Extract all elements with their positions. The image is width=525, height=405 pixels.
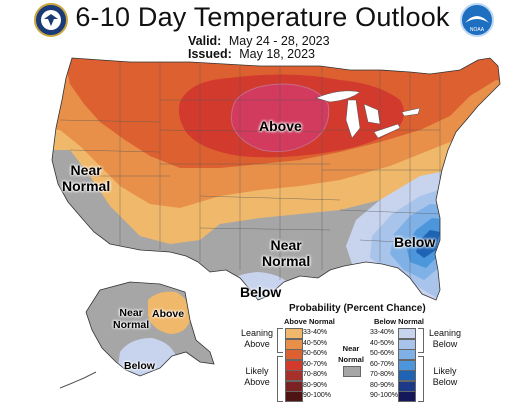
leaning-below-bracket: [418, 328, 424, 353]
issued-line: Issued: May 18, 2023: [188, 47, 315, 61]
legend-above-swatch: [285, 359, 303, 371]
near-normal-west-label: Near Normal: [62, 162, 110, 194]
issued-value: May 18, 2023: [239, 47, 315, 61]
legend-below-swatch-label: 70-80%: [370, 371, 395, 378]
legend-above-swatch-label: 33-40%: [303, 329, 328, 336]
lake-ontario: [401, 107, 421, 117]
legend-below-header: Below Normal: [374, 317, 425, 326]
legend-above-swatch-label: 90-100%: [303, 392, 332, 399]
legend-below-swatch-label: 33-40%: [370, 329, 395, 336]
leaning-above-line2: Above: [244, 339, 270, 349]
legend-above-swatch-label: 60-70%: [303, 360, 328, 368]
conus-outline: [51, 57, 501, 301]
legend-below-swatch: [398, 338, 416, 350]
likely-below-label: Likely Below: [425, 366, 465, 388]
legend-above-swatch: [285, 370, 303, 381]
ak-near-normal-label: Near Normal: [113, 307, 149, 331]
likely-below-line1: Likely: [433, 366, 457, 376]
legend-above-swatch-label: 40-50%: [303, 339, 328, 347]
likely-above-line2: Above: [244, 377, 270, 387]
leaning-below-line2: Below: [432, 339, 458, 349]
legend-below-swatch: [398, 328, 416, 339]
legend-above-swatch-label: 50-60%: [303, 350, 328, 357]
legend-below-swatch: [398, 391, 416, 402]
commerce-seal-icon: [34, 3, 68, 37]
eagle-icon: [41, 10, 61, 30]
valid-line: Valid: May 24 - 28, 2023: [188, 34, 330, 48]
legend-below-swatch: [398, 349, 416, 360]
leaning-above-line1: Leaning: [240, 328, 274, 338]
legend-above-swatch-label: 70-80%: [303, 371, 328, 378]
legend-below-swatch-label: 50-60%: [370, 350, 395, 357]
below-southeast-label: Below: [394, 234, 436, 250]
legend-above-swatch: [285, 349, 303, 360]
legend-below-swatch-label: 40-50%: [370, 339, 395, 347]
below-70-80-region: [416, 230, 440, 258]
near-header-line1: Near: [342, 344, 360, 353]
near-normal-south-line2: Normal: [262, 253, 311, 269]
noaa-logo-icon: NOAA: [460, 3, 494, 37]
lake-huron: [363, 103, 381, 125]
lake-erie: [373, 123, 401, 139]
legend-title: Probability (Percent Chance): [289, 303, 426, 314]
leaning-below-label: Leaning Below: [425, 328, 465, 350]
valid-label: Valid:: [188, 34, 222, 48]
near-normal-west-line1: Near: [70, 162, 102, 178]
legend-below-swatch: [398, 380, 416, 392]
svg-text:NOAA: NOAA: [470, 27, 485, 33]
below-texas-label: Below: [240, 284, 282, 300]
legend-below-swatch: [398, 359, 416, 371]
near-header-line2: Normal: [338, 355, 364, 364]
near-normal-west-line2: Normal: [62, 178, 111, 194]
lake-michigan: [345, 99, 361, 139]
page-title: 6-10 Day Temperature Outlook: [75, 2, 450, 32]
legend-below-swatch-label: 80-90%: [370, 381, 395, 389]
valid-value: May 24 - 28, 2023: [228, 34, 330, 48]
ak-near-line1: Near: [119, 307, 143, 319]
alaska-outline: [85, 281, 215, 377]
legend-above-header: Above Normal: [284, 317, 335, 326]
legend-below-swatch: [398, 370, 416, 381]
likely-below-bracket: [418, 356, 424, 402]
legend-above-swatch-label: 80-90%: [303, 381, 328, 389]
ak-near-line2: Normal: [113, 319, 150, 331]
legend-above-swatch: [285, 328, 303, 339]
legend-below-swatch-label: 60-70%: [370, 360, 395, 368]
legend-above-swatch: [285, 391, 303, 402]
issued-label: Issued:: [188, 47, 232, 61]
great-lakes: [315, 90, 421, 139]
legend-near-normal-header: Near Normal: [336, 343, 366, 365]
ak-above-label: Above: [152, 308, 185, 320]
near-normal-south-label: Near Normal: [262, 237, 310, 269]
likely-below-line2: Below: [432, 377, 458, 387]
leaning-above-bracket: [277, 328, 283, 353]
leaning-above-label: Leaning Above: [238, 328, 276, 350]
seagull-icon: NOAA: [465, 16, 489, 33]
legend-near-normal-swatch: [343, 366, 361, 377]
likely-above-line1: Likely: [245, 366, 269, 376]
legend-above-swatch: [285, 338, 303, 350]
above-label: Above: [259, 118, 302, 134]
leaning-below-line1: Leaning: [428, 328, 462, 338]
ak-above-region: [148, 291, 191, 334]
legend-below-swatch-label: 90-100%: [370, 392, 399, 399]
ak-below-label: Below: [124, 360, 155, 372]
legend-above-swatch: [285, 380, 303, 392]
near-normal-south-line1: Near: [270, 237, 302, 253]
aleutian-islands: [59, 371, 97, 389]
likely-above-bracket: [277, 356, 283, 402]
likely-above-label: Likely Above: [238, 366, 276, 388]
lake-superior: [315, 90, 361, 103]
